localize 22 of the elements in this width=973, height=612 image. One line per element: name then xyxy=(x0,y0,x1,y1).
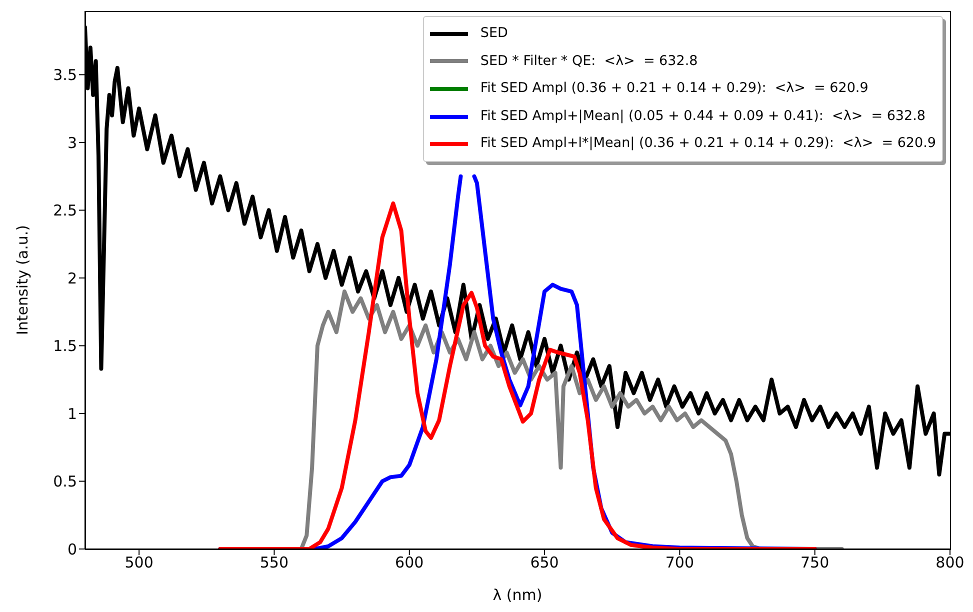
legend-label: SED * Filter * QE: <λ> = 632.8 xyxy=(480,52,698,71)
x-tick-label: 800 xyxy=(936,554,964,572)
legend-label: Fit SED Ampl+|Mean| (0.05 + 0.44 + 0.09 + 0.41): <λ> = 632.8 xyxy=(480,106,926,126)
x-tick-label: 550 xyxy=(260,554,289,572)
x-tick-label: 750 xyxy=(800,554,830,572)
y-tick-label: 1 xyxy=(67,404,77,423)
legend-label: Fit SED Ampl+l*|Mean| (0.36 + 0.21 + 0.14 + 0.29): <λ> = 620.9 xyxy=(480,134,936,154)
legend-label: Fit SED Ampl (0.36 + 0.21 + 0.14 + 0.29): <λ> = 620.9 xyxy=(480,79,868,98)
y-tick-label: 2 xyxy=(67,269,77,288)
x-tick-label: 700 xyxy=(665,554,694,572)
y-tick-label: 0.5 xyxy=(53,472,77,491)
legend-label: SED xyxy=(480,24,508,43)
y-tick-label: 3 xyxy=(67,134,77,152)
y-tick-label: 2.5 xyxy=(53,202,77,220)
y-tick-label: 1.5 xyxy=(53,337,77,356)
y-tick-label: 3.5 xyxy=(53,66,77,84)
x-axis-title: λ (nm) xyxy=(492,586,542,604)
y-axis-title: Intensity (a.u.) xyxy=(13,225,32,335)
x-tick-label: 500 xyxy=(124,554,154,572)
y-tick-label: 0 xyxy=(67,540,77,558)
x-tick-label: 600 xyxy=(395,554,424,572)
x-tick-label: 650 xyxy=(530,554,559,572)
